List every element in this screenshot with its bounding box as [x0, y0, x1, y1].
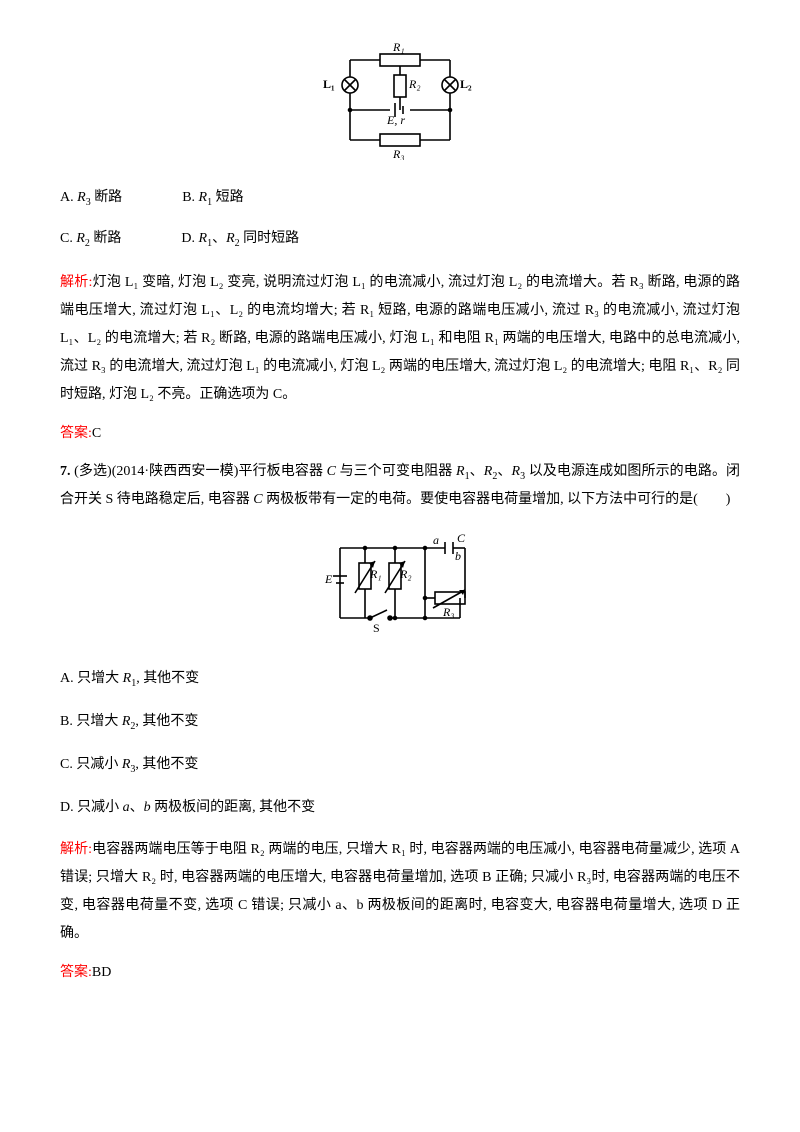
q7-analysis: 解析:电容器两端电压等于电阻 R₂ 两端的电压, 只增大 R₁ 时, 电容器两端…: [60, 836, 740, 948]
q7-label-s: S: [373, 621, 380, 635]
q6-label-l1: L₁: [323, 77, 335, 91]
q7-label-r2: R₂: [399, 567, 412, 581]
q7-stem: 7. (多选)(2014·陕西西安一模)平行板电容器 C 与三个可变电阻器 R1…: [60, 458, 740, 515]
q7-circuit-svg: R₁ R₂ R₃ C E S a b: [315, 528, 485, 638]
q6-label-r1: R₁: [392, 40, 405, 54]
q6-options-row-1: A. R3 断路 B. R1 短路: [60, 187, 740, 210]
q7-prefix: (多选)(2014·陕西西安一模): [74, 464, 238, 479]
q7-label-r1: R₁: [369, 567, 382, 581]
q7-analysis-label: 解析:: [60, 842, 92, 857]
q6-analysis: 解析:灯泡 L₁ 变暗, 灯泡 L₂ 变亮, 说明流过灯泡 L₁ 的电流减小, …: [60, 269, 740, 409]
q6-label-er: E, r: [386, 113, 405, 127]
q6-option-d: D. R1、R2 同时短路: [181, 228, 299, 251]
q7-answer-label: 答案:: [60, 965, 92, 980]
q7-option-d: D. 只减小 a、b 两极板间的距离, 其他不变: [60, 794, 740, 822]
q7-analysis-text: 电容器两端电压等于电阻 R₂ 两端的电压, 只增大 R₁ 时, 电容器两端的电压…: [60, 842, 740, 941]
q6-label-r2: R₂: [408, 77, 421, 91]
q7-answer: 答案:BD: [60, 962, 740, 983]
q7-answer-value: BD: [92, 965, 111, 980]
q7-label-c: C: [457, 531, 466, 545]
q6-circuit-figure: R₁ R₂ R₃ L₁ L₂ E, r: [60, 40, 740, 167]
q7-option-b: B. 只增大 R2, 其他不变: [60, 708, 740, 737]
q7-label-b: b: [455, 549, 461, 563]
q6-label-l2: L₂: [460, 77, 472, 91]
q7-label-e: E: [324, 572, 333, 586]
q7-option-a: A. 只增大 R1, 其他不变: [60, 665, 740, 694]
q7-label-a: a: [433, 533, 439, 547]
q6-answer: 答案:C: [60, 423, 740, 444]
q7-label-r3: R₃: [442, 605, 455, 619]
q7-number: 7.: [60, 464, 71, 479]
q6-answer-label: 答案:: [60, 426, 92, 441]
q6-options-row-2: C. R2 断路 D. R1、R2 同时短路: [60, 228, 740, 251]
q6-option-a: A. R3 断路: [60, 187, 122, 210]
q7-circuit-figure: R₁ R₂ R₃ C E S a b: [60, 528, 740, 645]
q6-analysis-text: 灯泡 L₁ 变暗, 灯泡 L₂ 变亮, 说明流过灯泡 L₁ 的电流减小, 流过灯…: [60, 275, 740, 402]
q6-option-b: B. R1 短路: [182, 187, 243, 210]
q6-analysis-label: 解析:: [60, 275, 92, 290]
q6-answer-value: C: [92, 426, 101, 441]
q7-option-c: C. 只减小 R3, 其他不变: [60, 751, 740, 780]
q6-label-r3: R₃: [392, 147, 405, 160]
q6-circuit-svg: R₁ R₂ R₃ L₁ L₂ E, r: [315, 40, 485, 160]
q6-option-c: C. R2 断路: [60, 228, 121, 251]
